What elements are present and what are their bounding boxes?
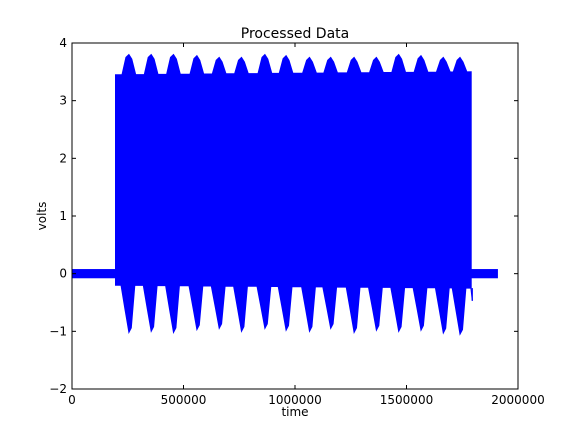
y-tick-label: 2 xyxy=(59,151,67,165)
y-axis-label: volts xyxy=(35,202,49,231)
x-tick-label: 0 xyxy=(68,393,76,407)
y-tick-label: −1 xyxy=(49,324,67,338)
y-tick-label: −2 xyxy=(49,382,67,396)
x-tick-label: 500000 xyxy=(161,393,207,407)
y-tick-label: 0 xyxy=(59,267,67,281)
plot-area xyxy=(72,53,498,336)
x-axis-label: time xyxy=(281,405,308,419)
y-tick-label: 1 xyxy=(59,209,67,223)
y-tick-label: 3 xyxy=(59,94,67,108)
y-axis-ticks: −2 −1 0 1 2 3 4 xyxy=(49,36,518,396)
y-tick-label: 4 xyxy=(59,36,67,50)
baseline-noise-left xyxy=(72,269,116,279)
chart-title: Processed Data xyxy=(241,26,350,42)
signal-envelope xyxy=(115,53,473,336)
baseline-noise-right xyxy=(471,269,498,279)
x-axis-ticks: 0 500000 1000000 1500000 2000000 xyxy=(68,43,545,407)
x-tick-label: 1500000 xyxy=(380,393,433,407)
x-tick-label: 2000000 xyxy=(491,393,544,407)
x-tick-label: 1000000 xyxy=(268,393,321,407)
